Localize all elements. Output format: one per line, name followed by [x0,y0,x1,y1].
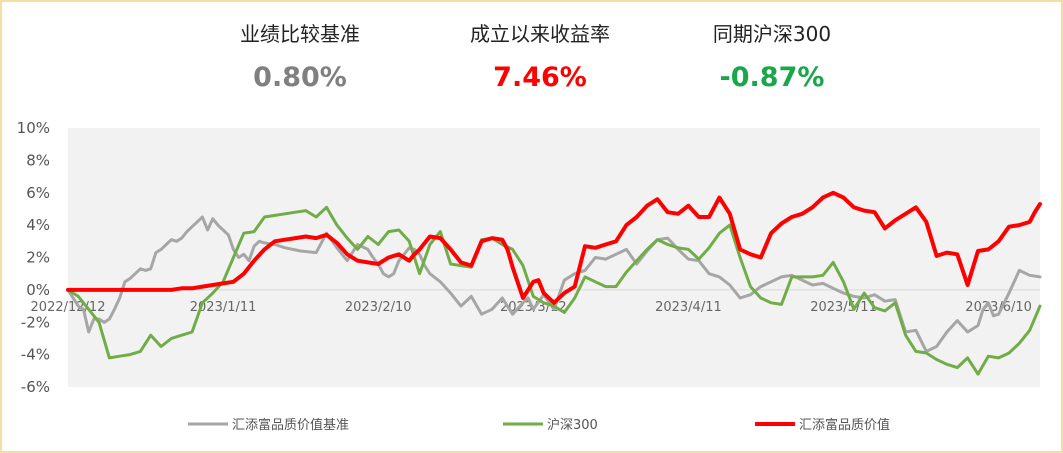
x-tick-label: 2023/5/11 [810,300,877,315]
kpi-benchmark-value: 0.80% [253,62,347,93]
y-tick-label: 2% [26,249,50,267]
legend-label: 汇添富品质价值 [799,417,890,433]
series-line-1 [66,205,1042,376]
kpi-return-label: 成立以来收益率 [470,22,610,46]
x-tick-label: 2023/4/11 [655,300,722,315]
x-tick-label: 2023/1/11 [190,300,257,315]
y-tick-label: 6% [26,184,50,202]
y-tick-label: 4% [26,216,50,234]
legend-label: 沪深300 [547,417,598,433]
series-line-2 [66,190,1042,305]
kpi-csi300-value: -0.87% [719,62,825,93]
y-tick-label: 0% [26,281,50,299]
y-tick-label: -4% [21,346,50,364]
y-tick-label: 8% [26,151,50,169]
y-tick-label: -6% [21,378,50,396]
kpi-benchmark-label: 业绩比较基准 [240,22,360,46]
x-tick-label: 2023/2/10 [345,300,412,315]
y-tick-label: -2% [21,313,50,331]
series-line-0 [66,215,1042,353]
kpi-return-value: 7.46% [493,62,587,93]
legend-label: 汇添富品质价值基准 [232,417,349,433]
kpi-benchmark: 业绩比较基准 0.80% [190,20,410,98]
kpi-return-since-inception: 成立以来收益率 7.46% [430,20,650,98]
plot-area [68,128,1040,387]
kpi-csi300: 同期沪深300 -0.87% [662,20,882,98]
y-tick-label: 10% [17,119,50,137]
kpi-csi300-label: 同期沪深300 [712,22,832,46]
x-tick-label: 2022/12/12 [31,300,106,315]
